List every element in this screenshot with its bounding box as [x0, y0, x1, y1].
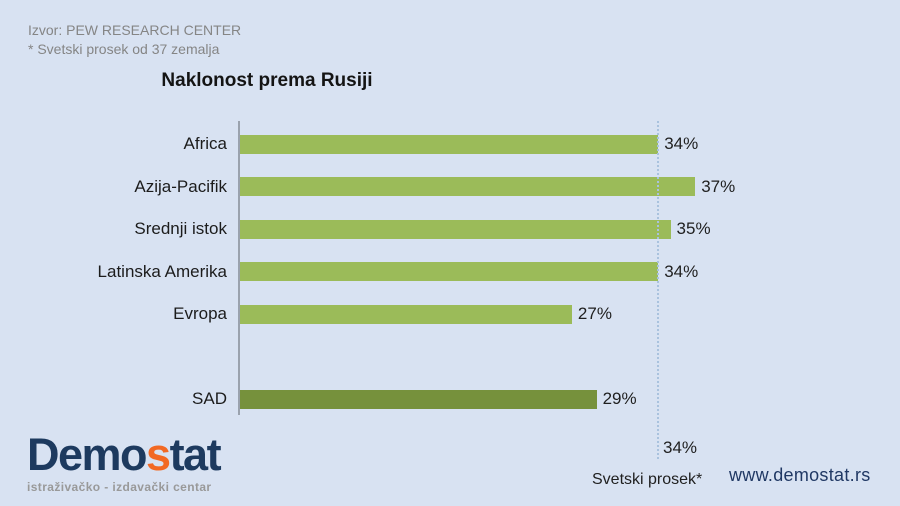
- category-label: Africa: [183, 134, 227, 154]
- logo-wordmark-part1: Demo: [27, 429, 148, 480]
- chart-title: Naklonost prema Rusiji: [161, 70, 373, 91]
- bar-row: Azija-Pacifik 37%: [0, 166, 900, 209]
- category-label: SAD: [192, 389, 227, 409]
- logo-subtitle: istraživačko - izdavački centar: [27, 480, 212, 494]
- bar-row: Latinska Amerika 34%: [0, 251, 900, 294]
- value-label: 37%: [701, 176, 736, 196]
- logo-wordmark-accent-letter: s: [146, 429, 171, 480]
- category-label: Evropa: [173, 304, 227, 324]
- value-label: 29%: [602, 389, 637, 409]
- world-average-caption: Svetski prosek*: [592, 471, 703, 488]
- bar-row: Africa 34%: [0, 123, 900, 166]
- bar: [239, 177, 696, 197]
- value-label: 34%: [664, 261, 699, 281]
- logo-wordmark-part2: tat: [169, 429, 222, 480]
- value-label: 35%: [676, 219, 711, 239]
- category-axis-line: [238, 121, 240, 415]
- value-label: 34%: [664, 134, 699, 154]
- bar-chart: Africa 34% Azija-Pacifik 37% Srednji ist…: [0, 123, 900, 421]
- source-note: Izvor: PEW RESEARCH CENTER * Svetski pro…: [28, 21, 241, 59]
- website-link[interactable]: www.demostat.rs: [729, 465, 871, 485]
- source-line-2: * Svetski prosek od 37 zemalja: [28, 41, 220, 57]
- category-label: Latinska Amerika: [97, 261, 227, 281]
- bar: [239, 389, 597, 409]
- bar-row: Srednji istok 35%: [0, 208, 900, 251]
- world-average-reference-line: [657, 121, 659, 460]
- value-label: 27%: [577, 304, 612, 324]
- bar: [239, 134, 659, 154]
- demostat-logo: Demostat istraživačko - izdavački centar: [27, 429, 222, 494]
- category-label: Srednji istok: [134, 219, 227, 239]
- bar: [239, 262, 659, 282]
- logo-wordmark: Demostat: [27, 429, 222, 480]
- bar-row: Evropa 27%: [0, 293, 900, 336]
- source-line-1: Izvor: PEW RESEARCH CENTER: [28, 22, 242, 38]
- category-label: Azija-Pacifik: [134, 176, 227, 196]
- bar: [239, 304, 572, 324]
- bar-row-highlight: SAD 29%: [0, 378, 900, 421]
- bar: [239, 219, 671, 239]
- world-average-value-label: 34%: [663, 438, 698, 457]
